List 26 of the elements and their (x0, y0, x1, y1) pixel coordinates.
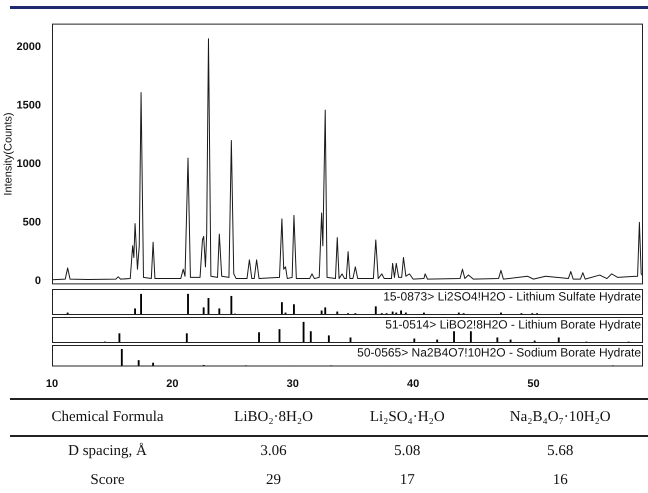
chart-title: 15-0873> Li2SO4!H2O - Lithium Sulfate Hydrate (383, 289, 642, 304)
text: 3.06 (259, 442, 288, 461)
x-tick-label: 30 (286, 378, 299, 390)
y-tick-label: 0 (34, 274, 41, 287)
chart-title: 50-0565> Na2B4O7!10H2O - Sodium Borate Hydrate (357, 345, 642, 360)
text: Score (89, 471, 126, 490)
chart-title: 51-0514> LiBO2!8H2O - Lithium Borate Hydrate (385, 317, 642, 332)
x-tick-label: 50 (527, 378, 540, 390)
text: LiBO₂·8H₂O (205, 399, 342, 436)
text: Li₂SO₄·H₂O (342, 399, 472, 436)
x-tick-label: 40 (406, 378, 420, 390)
text: Chemical Formula (10, 399, 205, 436)
y-tick-label: 1000 (16, 158, 41, 170)
text: 29 (265, 471, 282, 490)
x-tick-label: 10 (46, 378, 58, 390)
text: 5.68 (546, 442, 574, 461)
y-tick-label: 500 (22, 216, 41, 228)
text: 5.08 (393, 442, 422, 461)
x-tick-label: 20 (166, 378, 178, 390)
text: 16 (552, 471, 569, 490)
y-axis-title: Intensity(Counts) (2, 112, 15, 196)
text: Na₂B₄O₇·10H₂O (472, 399, 648, 436)
y-tick-label: 2000 (16, 41, 41, 54)
text: 17 (398, 471, 416, 490)
text: D spacing, Å (67, 442, 148, 461)
y-tick-label: 1500 (16, 99, 41, 112)
